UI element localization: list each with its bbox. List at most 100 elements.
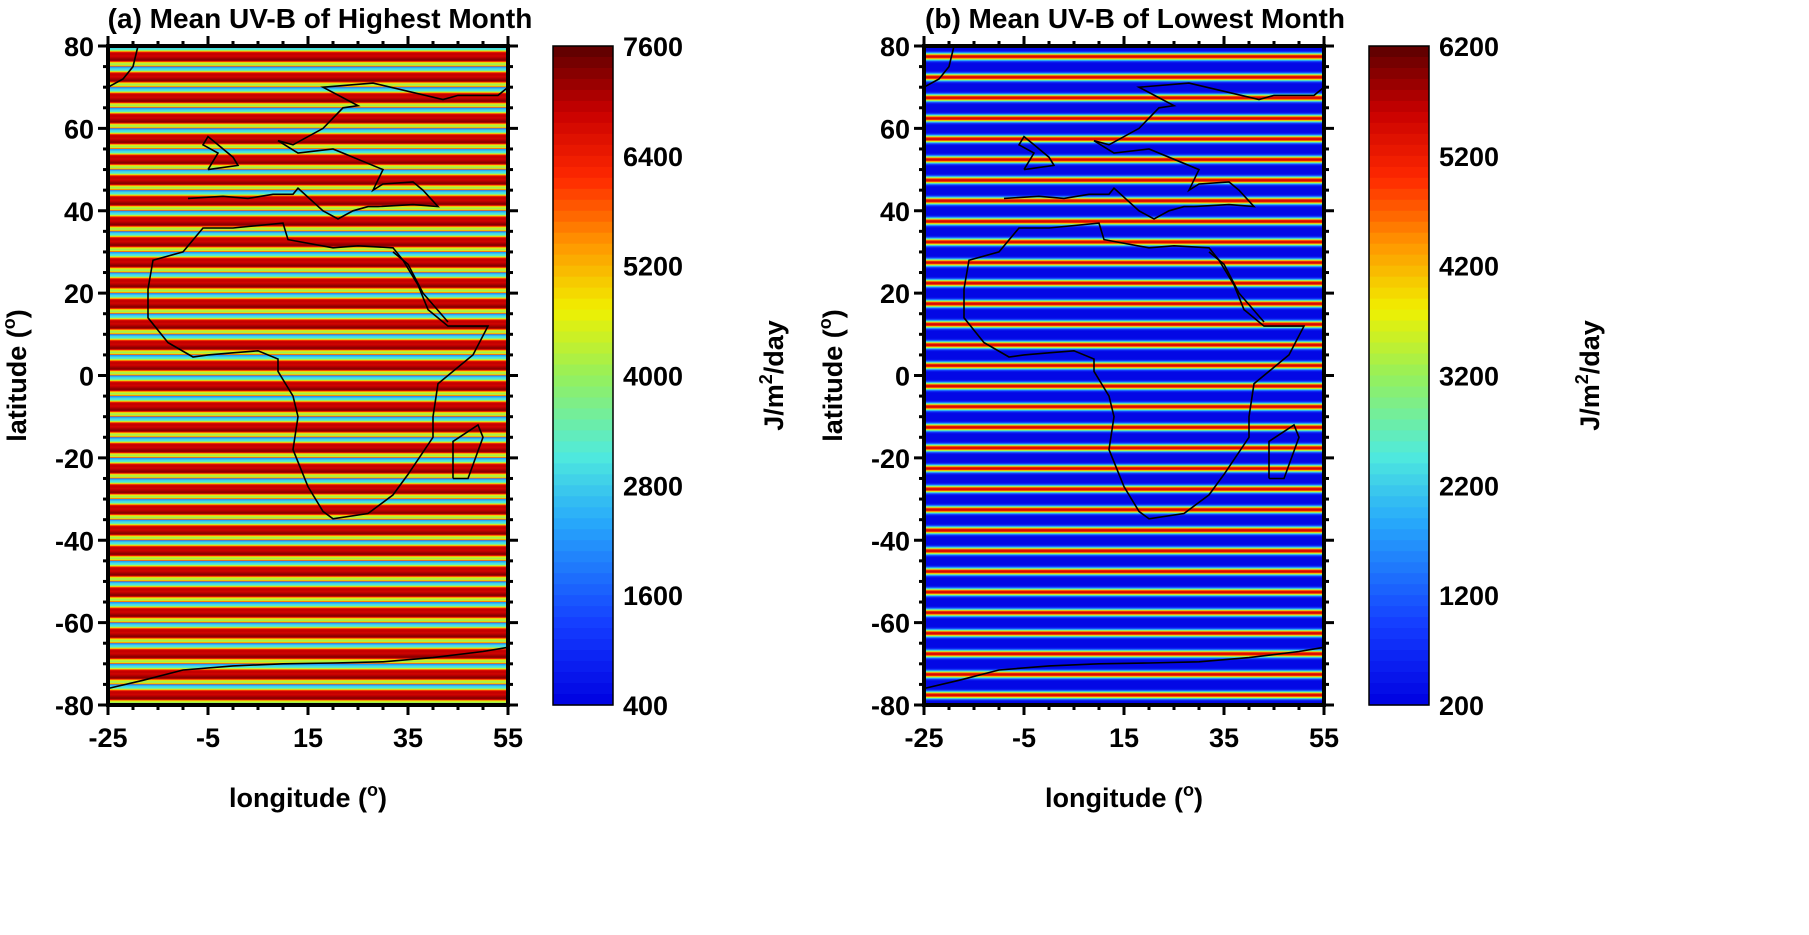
heatmap-band bbox=[924, 107, 1324, 129]
colorbar-swatch bbox=[1369, 342, 1429, 355]
colorbar-swatch bbox=[553, 46, 613, 58]
coastline-africa bbox=[147, 222, 490, 520]
heatmap-band bbox=[108, 684, 508, 706]
colorbar-swatch bbox=[1369, 144, 1429, 157]
heatmap-band bbox=[924, 272, 1324, 294]
heatmap-band bbox=[924, 437, 1324, 459]
colorbar-swatch bbox=[553, 342, 613, 355]
colorbar-swatch bbox=[553, 650, 613, 662]
colorbar-swatch bbox=[1369, 639, 1429, 651]
heatmap-band bbox=[108, 663, 508, 685]
colorbar-swatch bbox=[1369, 320, 1429, 333]
colorbar-tick-label: 2200 bbox=[1439, 471, 1499, 501]
colorbar-swatch bbox=[1369, 122, 1429, 135]
colorbar-swatch bbox=[1369, 650, 1429, 662]
colorbar-swatch bbox=[1369, 276, 1429, 289]
colorbar-swatch bbox=[553, 309, 613, 322]
colorbar-swatch bbox=[553, 661, 613, 673]
colorbar-swatch bbox=[553, 474, 613, 486]
heatmap-band bbox=[924, 354, 1324, 376]
colorbar-swatch bbox=[553, 353, 613, 366]
colorbar-tick-label: 1200 bbox=[1439, 581, 1499, 611]
heatmap-band bbox=[108, 107, 508, 129]
heatmap-band bbox=[108, 251, 508, 274]
heatmap-band bbox=[108, 231, 508, 253]
coastline-britain bbox=[1017, 135, 1056, 171]
x-tick-label: 15 bbox=[293, 723, 323, 753]
colorbar-swatch bbox=[553, 628, 613, 640]
colorbar-swatch bbox=[553, 397, 613, 410]
y-tick-label: 20 bbox=[880, 279, 910, 309]
colorbar-swatch bbox=[553, 166, 613, 179]
colorbar-swatch bbox=[1369, 529, 1429, 541]
heatmap-band bbox=[108, 478, 508, 500]
colorbar-swatch bbox=[553, 320, 613, 333]
heatmap-band bbox=[924, 499, 1324, 521]
panel-b-title: (b) Mean UV-B of Lowest Month bbox=[925, 3, 1345, 34]
colorbar-swatch bbox=[1369, 199, 1429, 212]
heatmap-band bbox=[924, 46, 1324, 68]
colorbar-swatch bbox=[553, 606, 613, 618]
colorbar-swatch bbox=[1369, 46, 1429, 58]
colorbar-swatch bbox=[1369, 584, 1429, 596]
x-tick-label: 55 bbox=[1309, 723, 1339, 753]
y-tick-label: -40 bbox=[871, 526, 910, 556]
heatmap-band bbox=[108, 334, 508, 356]
colorbar-swatch bbox=[553, 210, 613, 223]
colorbar-swatch bbox=[1369, 694, 1429, 706]
y-axis-label: latitude (o) bbox=[0, 309, 32, 442]
colorbar-swatch bbox=[553, 430, 613, 442]
coastline-red-sea bbox=[1208, 251, 1265, 323]
colorbar-swatch bbox=[1369, 507, 1429, 519]
heatmap-band bbox=[924, 190, 1324, 212]
colorbar-swatch bbox=[553, 221, 613, 234]
heatmap-band bbox=[108, 560, 508, 582]
y-tick-label: 20 bbox=[64, 279, 94, 309]
heatmap-band bbox=[108, 128, 508, 150]
y-tick-label: 0 bbox=[895, 362, 910, 392]
x-tick-label: 55 bbox=[493, 723, 523, 753]
colorbar-tick-label: 5200 bbox=[623, 252, 683, 282]
colorbar-swatch bbox=[1369, 672, 1429, 684]
colorbar-swatch bbox=[1369, 188, 1429, 201]
coastline-greenland bbox=[107, 45, 139, 88]
heatmap-band bbox=[924, 478, 1324, 500]
heatmap-band bbox=[108, 602, 508, 624]
colorbar-swatch bbox=[1369, 408, 1429, 421]
colorbar-swatch bbox=[553, 111, 613, 124]
y-tick-label: 60 bbox=[880, 114, 910, 144]
colorbar-swatch bbox=[553, 408, 613, 421]
heatmap-band bbox=[924, 457, 1324, 479]
colorbar-swatch bbox=[553, 694, 613, 706]
x-tick-label: -5 bbox=[1012, 723, 1036, 753]
x-axis-label-end: ) bbox=[378, 783, 387, 813]
y-tick-label: -20 bbox=[871, 444, 910, 474]
colorbar-tick-label: 4000 bbox=[623, 362, 683, 392]
colorbar-swatch bbox=[1369, 397, 1429, 410]
colorbar-label: J/m2/day bbox=[756, 320, 789, 431]
colorbar-swatch bbox=[1369, 551, 1429, 563]
colorbar-swatch bbox=[1369, 518, 1429, 530]
colorbar-tick-label: 200 bbox=[1439, 691, 1484, 721]
colorbar-swatch bbox=[1369, 133, 1429, 146]
y-tick-label: 80 bbox=[880, 32, 910, 62]
heatmap-band bbox=[924, 416, 1324, 438]
colorbar-tick-label: 6200 bbox=[1439, 32, 1499, 62]
colorbar-swatch bbox=[553, 518, 613, 530]
heatmap-band bbox=[924, 87, 1324, 109]
colorbar-swatch bbox=[1369, 155, 1429, 168]
heatmap-band bbox=[108, 540, 508, 562]
colorbar-tick-label: 1600 bbox=[623, 581, 683, 611]
heatmap-band bbox=[108, 375, 508, 397]
y-tick-label: 40 bbox=[880, 197, 910, 227]
colorbar-swatch bbox=[1369, 485, 1429, 497]
heatmap-band bbox=[108, 66, 508, 88]
colorbar-swatch bbox=[1369, 166, 1429, 179]
x-axis-label-text: longitude ( bbox=[1045, 783, 1183, 813]
coastline-antarctica bbox=[107, 646, 509, 690]
coastline-britain bbox=[201, 135, 240, 171]
colorbar-swatch bbox=[1369, 309, 1429, 322]
colorbar-swatch bbox=[553, 386, 613, 399]
colorbar-swatch bbox=[553, 177, 613, 190]
colorbar-swatch bbox=[1369, 683, 1429, 695]
